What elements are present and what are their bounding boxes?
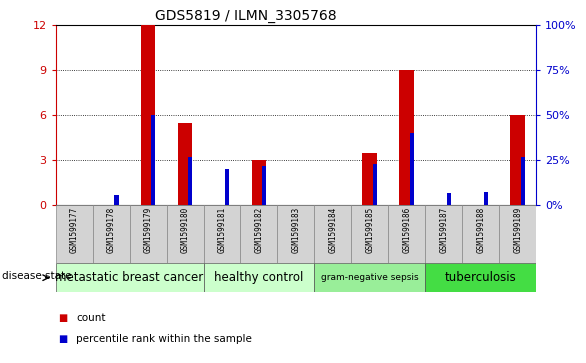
Bar: [240, 205, 277, 263]
Bar: [510, 115, 525, 205]
Bar: [447, 192, 451, 205]
Text: tuberculosis: tuberculosis: [445, 271, 517, 284]
Text: GSM1599186: GSM1599186: [403, 207, 411, 253]
Text: GSM1599184: GSM1599184: [328, 207, 338, 253]
Bar: [499, 205, 536, 263]
Text: ■: ■: [59, 334, 68, 344]
Bar: [56, 205, 93, 263]
Bar: [203, 263, 315, 292]
Bar: [178, 123, 192, 205]
Bar: [462, 205, 499, 263]
Bar: [315, 263, 425, 292]
Text: gram-negative sepsis: gram-negative sepsis: [321, 273, 418, 282]
Text: GSM1599183: GSM1599183: [291, 207, 301, 253]
Text: GSM1599180: GSM1599180: [180, 207, 189, 253]
Text: GSM1599178: GSM1599178: [107, 207, 115, 253]
Text: percentile rank within the sample: percentile rank within the sample: [76, 334, 252, 344]
Text: GSM1599181: GSM1599181: [217, 207, 227, 253]
Bar: [410, 133, 414, 205]
Bar: [277, 205, 315, 263]
Bar: [130, 205, 166, 263]
Bar: [188, 156, 192, 205]
Text: GSM1599182: GSM1599182: [254, 207, 264, 253]
Text: metastatic breast cancer: metastatic breast cancer: [56, 271, 204, 284]
Bar: [400, 70, 414, 205]
Text: GDS5819 / ILMN_3305768: GDS5819 / ILMN_3305768: [155, 9, 337, 23]
Text: GSM1599179: GSM1599179: [144, 207, 152, 253]
Bar: [262, 166, 267, 205]
Text: count: count: [76, 313, 105, 323]
Bar: [225, 169, 229, 205]
Bar: [114, 195, 118, 205]
Text: GSM1599189: GSM1599189: [513, 207, 522, 253]
Text: GSM1599188: GSM1599188: [476, 207, 485, 253]
Text: GSM1599177: GSM1599177: [70, 207, 79, 253]
Bar: [166, 205, 203, 263]
Bar: [521, 156, 525, 205]
Bar: [425, 205, 462, 263]
Text: disease state: disease state: [2, 271, 71, 281]
Bar: [483, 192, 488, 205]
Bar: [315, 205, 352, 263]
Bar: [389, 205, 425, 263]
Bar: [203, 205, 240, 263]
Bar: [425, 263, 536, 292]
Bar: [352, 205, 389, 263]
Text: ■: ■: [59, 313, 68, 323]
Bar: [363, 153, 377, 205]
Bar: [93, 205, 130, 263]
Bar: [56, 263, 203, 292]
Bar: [373, 164, 377, 205]
Text: GSM1599187: GSM1599187: [440, 207, 448, 253]
Text: GSM1599185: GSM1599185: [365, 207, 374, 253]
Bar: [141, 25, 155, 205]
Bar: [251, 160, 267, 205]
Bar: [151, 115, 155, 205]
Text: healthy control: healthy control: [214, 271, 304, 284]
